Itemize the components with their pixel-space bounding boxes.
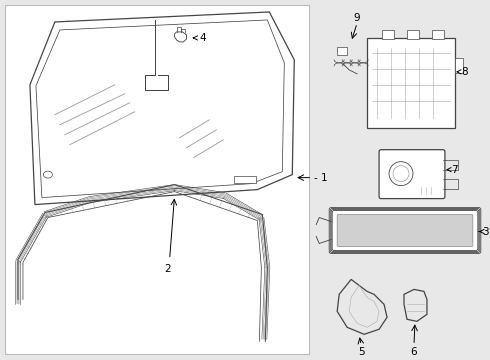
Text: 3: 3	[479, 226, 489, 237]
Bar	[5, 5, 309, 354]
FancyBboxPatch shape	[332, 211, 478, 251]
Bar	[337, 47, 347, 55]
Text: 7: 7	[447, 165, 458, 175]
FancyBboxPatch shape	[330, 208, 480, 252]
Bar	[432, 30, 444, 39]
FancyBboxPatch shape	[329, 208, 481, 253]
Bar	[382, 30, 394, 39]
Bar	[234, 176, 256, 183]
Text: 6: 6	[411, 347, 417, 357]
FancyBboxPatch shape	[337, 215, 473, 247]
Text: 5: 5	[358, 347, 365, 357]
Text: 2: 2	[164, 265, 171, 274]
Bar	[407, 30, 419, 39]
FancyBboxPatch shape	[379, 150, 445, 199]
Text: 9: 9	[354, 13, 361, 23]
Bar	[455, 58, 463, 73]
Text: - 1: - 1	[314, 173, 328, 183]
Text: 8: 8	[457, 67, 467, 77]
Text: 4: 4	[194, 33, 206, 43]
Bar	[367, 38, 455, 128]
FancyBboxPatch shape	[331, 210, 479, 252]
